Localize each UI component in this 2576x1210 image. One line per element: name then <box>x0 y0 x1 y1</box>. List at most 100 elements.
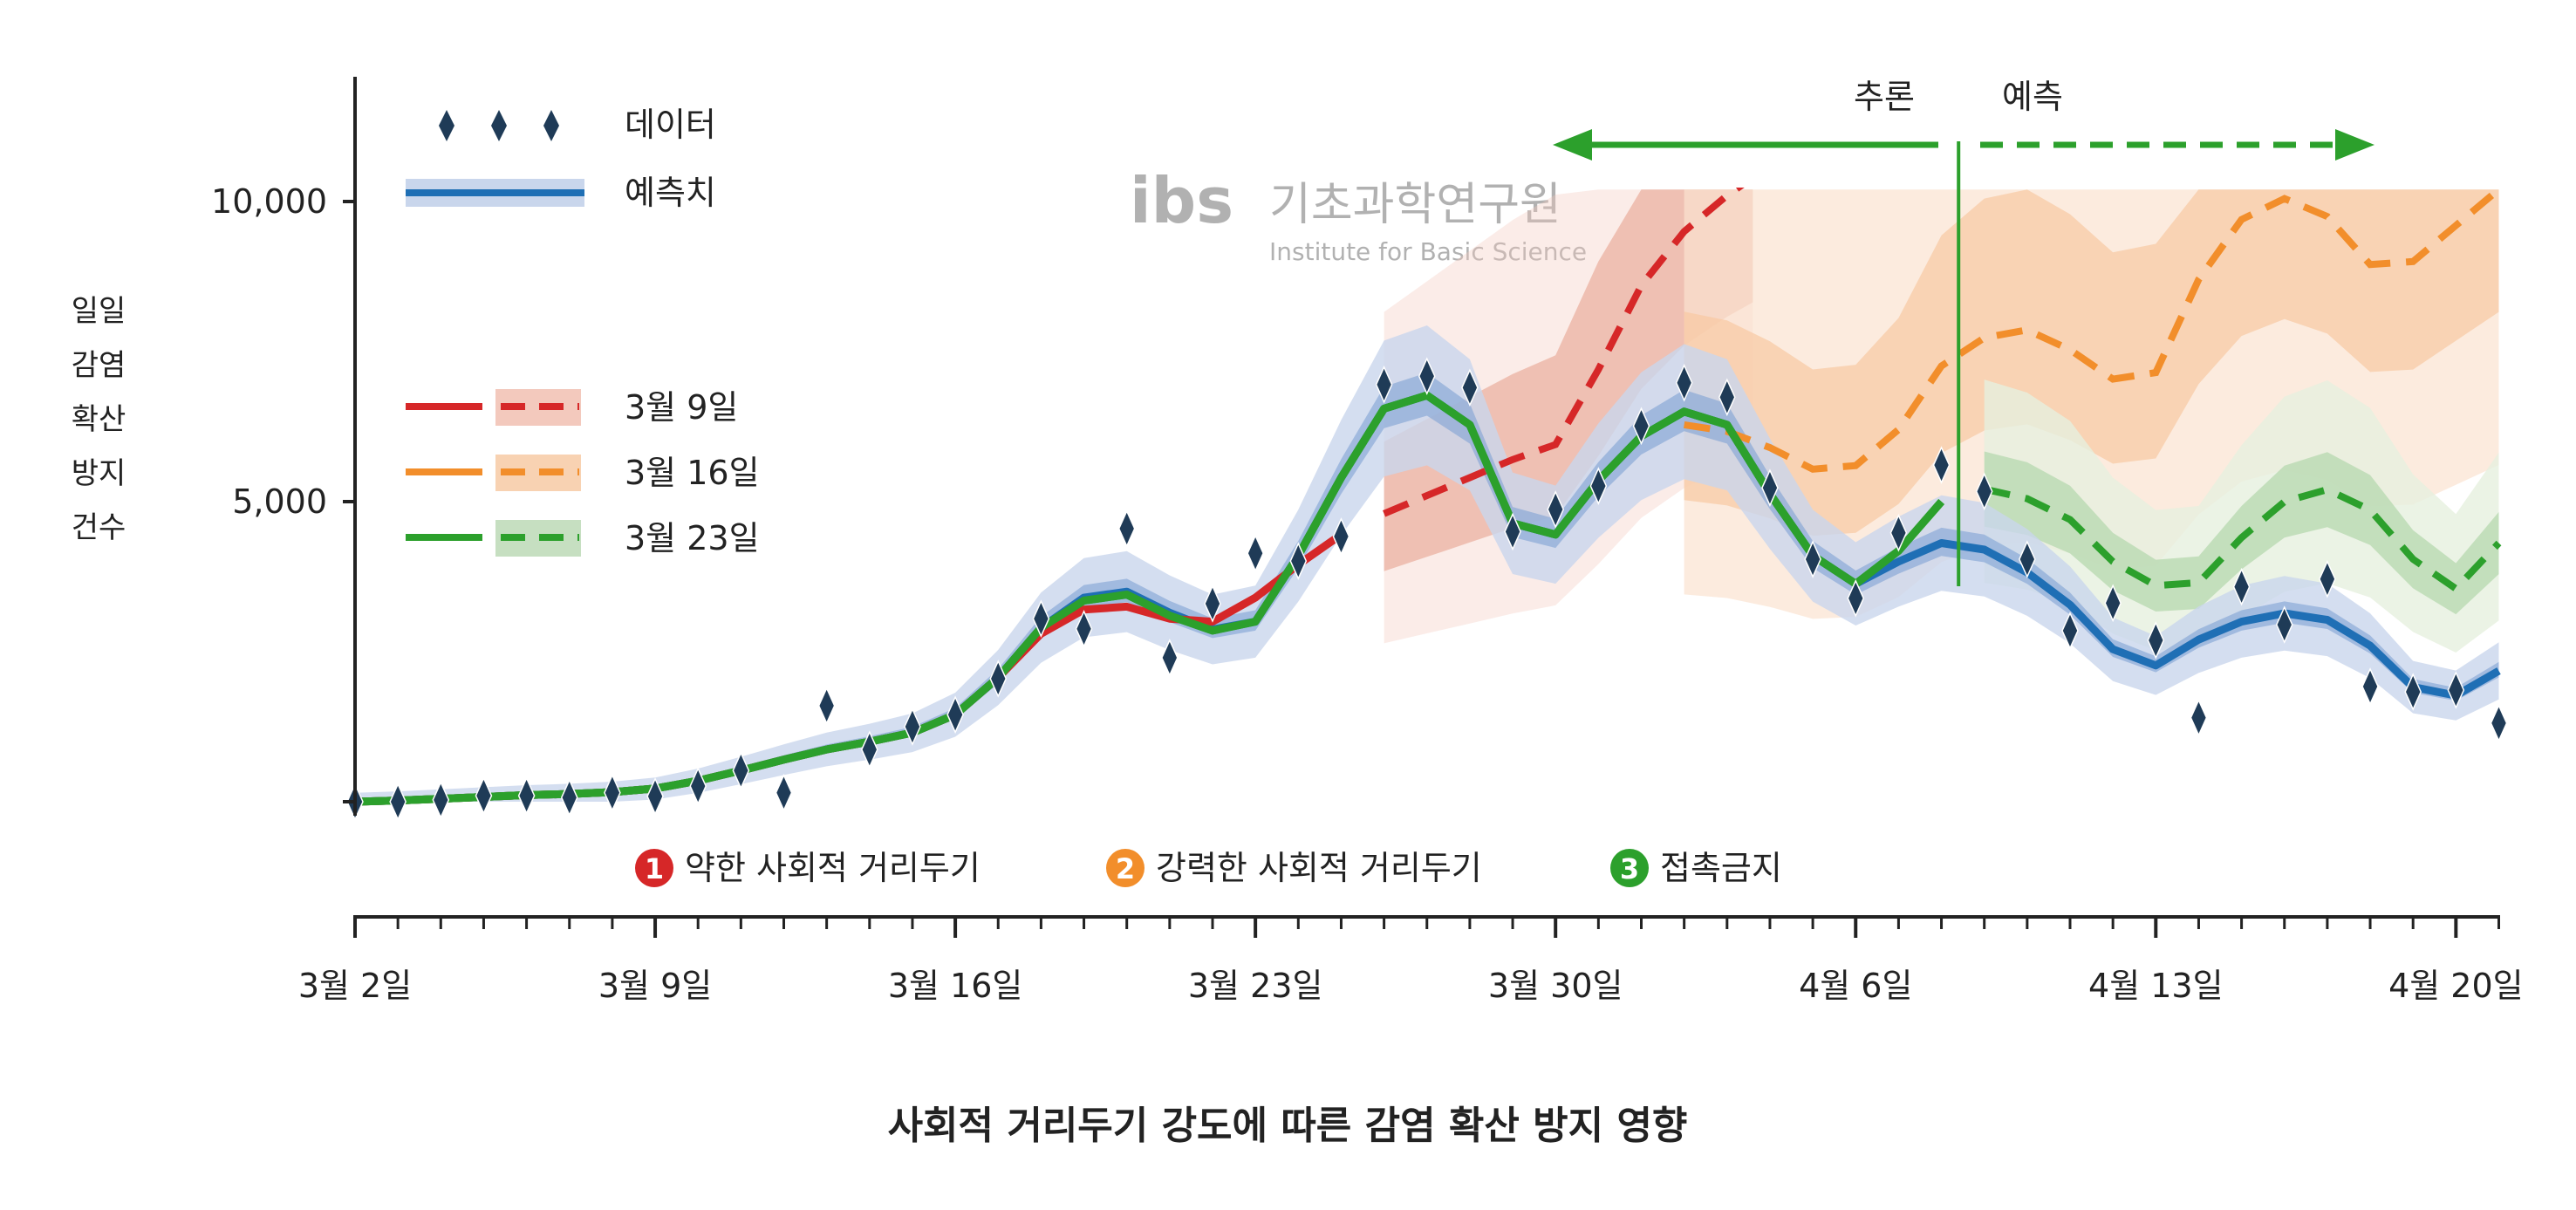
data-point <box>1289 542 1308 580</box>
data-point <box>2275 605 2293 644</box>
data-point <box>517 776 536 815</box>
arrow-left-icon <box>1553 129 1592 161</box>
y-label-line: 방지 <box>72 456 126 491</box>
x-tick-label: 4월 20일 <box>2388 967 2524 1005</box>
x-tick-label: 3월 2일 <box>298 967 412 1005</box>
measures-legend: 1 약한 사회적 거리두기 2 강력한 사회적 거리두기 3 접촉금지 <box>635 849 1782 887</box>
series-dashed-line-1 <box>1683 188 2502 473</box>
data-point <box>2019 540 2036 578</box>
x-tick-label: 3월 16일 <box>888 967 1023 1005</box>
data-point <box>1675 363 1693 402</box>
arrow-right-icon <box>2335 129 2374 161</box>
data-point <box>1247 534 1264 572</box>
data-point <box>1847 578 1865 618</box>
data-point <box>1632 407 1650 446</box>
y-label-line: 건수 <box>72 510 126 545</box>
y-axis-label: 일일 감염 확산 방지 건수 <box>72 294 126 545</box>
mar23-inner-band <box>1984 451 2499 615</box>
x-tick-label: 3월 30일 <box>1488 967 1623 1005</box>
x-ticks: 3월 2일 3월 9일 3월 16일 3월 23일 3월 30일 4월 6일 4월 13일 4… <box>298 917 2524 1005</box>
data-point <box>1504 512 1521 551</box>
inference-label: 추론 <box>1854 78 1915 116</box>
watermark-name-ko: 기초과학연구원 <box>1269 179 1561 231</box>
watermark-logo: ibs <box>1130 164 1233 237</box>
data-point <box>1375 366 1393 404</box>
diamond-marker-icon <box>491 110 507 141</box>
data-point <box>689 767 707 805</box>
data-point <box>389 783 407 821</box>
data-point <box>860 730 878 769</box>
data-point <box>904 708 921 746</box>
measure-number: 3 <box>1620 852 1639 885</box>
data-point <box>2490 704 2508 742</box>
data-point <box>1161 639 1179 677</box>
measure-label: 접촉금지 <box>1660 849 1782 887</box>
legend-item-mar16: 3월 16일 <box>406 454 760 492</box>
diamond-marker-icon <box>439 110 454 141</box>
y-tick-label: 5,000 <box>232 482 327 521</box>
forecast-label: 예측 <box>2002 78 2063 116</box>
legend-item-mar9: 3월 9일 <box>406 388 738 427</box>
data-point <box>432 781 450 819</box>
measure-label: 강력한 사회적 거리두기 <box>1156 849 1482 887</box>
legend-item-mar23: 3월 23일 <box>406 519 760 557</box>
series-dashed-line-2 <box>1983 485 2502 594</box>
watermark-name-en: Institute for Basic Science <box>1269 237 1587 266</box>
data-point <box>946 695 964 735</box>
data-point <box>1932 446 1951 484</box>
x-tick-label: 4월 6일 <box>1799 967 1912 1005</box>
data-point <box>732 751 750 790</box>
measure-number: 1 <box>645 852 664 885</box>
data-point <box>2404 673 2422 711</box>
data-point <box>2147 621 2165 660</box>
data-point <box>1032 599 1050 638</box>
data-point <box>1332 517 1350 556</box>
y-label-line: 감염 <box>72 348 126 383</box>
data-point <box>1589 467 1608 505</box>
data-point <box>2361 667 2379 706</box>
legend-item-fit: 예측치 <box>406 174 716 212</box>
chart-title: 사회적 거리두기 강도에 따른 감염 확산 방지 영향 <box>888 1104 1688 1148</box>
legend-label: 3월 9일 <box>625 388 738 427</box>
data-point <box>817 687 836 725</box>
data-point <box>1461 368 1479 407</box>
data-point <box>2447 671 2465 709</box>
y-ticks: 5,000 10,000 <box>211 182 355 803</box>
data-point <box>1889 513 1908 552</box>
data-point <box>1761 468 1779 508</box>
data-point <box>775 773 793 812</box>
fit-outer-band <box>355 325 2499 802</box>
watermark: ibs 기초과학연구원 Institute for Basic Science <box>1130 164 1587 266</box>
legend-label: 데이터 <box>625 106 716 144</box>
data-point <box>989 660 1008 698</box>
legend-label: 예측치 <box>625 174 716 212</box>
legend-label: 3월 16일 <box>625 454 760 492</box>
data-point <box>604 773 621 812</box>
measure-lockdown: 3 접촉금지 <box>1610 849 1782 887</box>
data-point <box>2232 567 2251 606</box>
number-badge-icon <box>1610 849 1649 887</box>
measure-strong: 2 강력한 사회적 거리두기 <box>1106 849 1482 887</box>
diamond-marker-icon <box>543 110 559 141</box>
x-tick-label: 3월 9일 <box>598 967 712 1005</box>
x-tick-label: 3월 23일 <box>1188 967 1323 1005</box>
data-point <box>1547 490 1565 529</box>
inference-forecast-annotation: 추론 예측 <box>1553 78 2374 586</box>
data-point <box>2104 584 2122 623</box>
measure-weak: 1 약한 사회적 거리두기 <box>635 849 981 887</box>
x-tick-label: 4월 13일 <box>2088 967 2224 1005</box>
data-point <box>560 778 578 817</box>
y-label-line: 확산 <box>72 402 126 437</box>
measure-number: 2 <box>1116 852 1135 885</box>
data-point <box>475 776 493 815</box>
data-point <box>1804 540 1821 578</box>
data-point <box>1075 610 1093 648</box>
data-point <box>2319 559 2336 598</box>
data-point <box>1204 584 1221 623</box>
number-badge-icon <box>635 849 673 887</box>
number-badge-icon <box>1106 849 1145 887</box>
y-label-line: 일일 <box>72 294 126 329</box>
legend-item-data: 데이터 <box>439 106 716 144</box>
series-dashed-line-0 <box>1383 188 1745 517</box>
